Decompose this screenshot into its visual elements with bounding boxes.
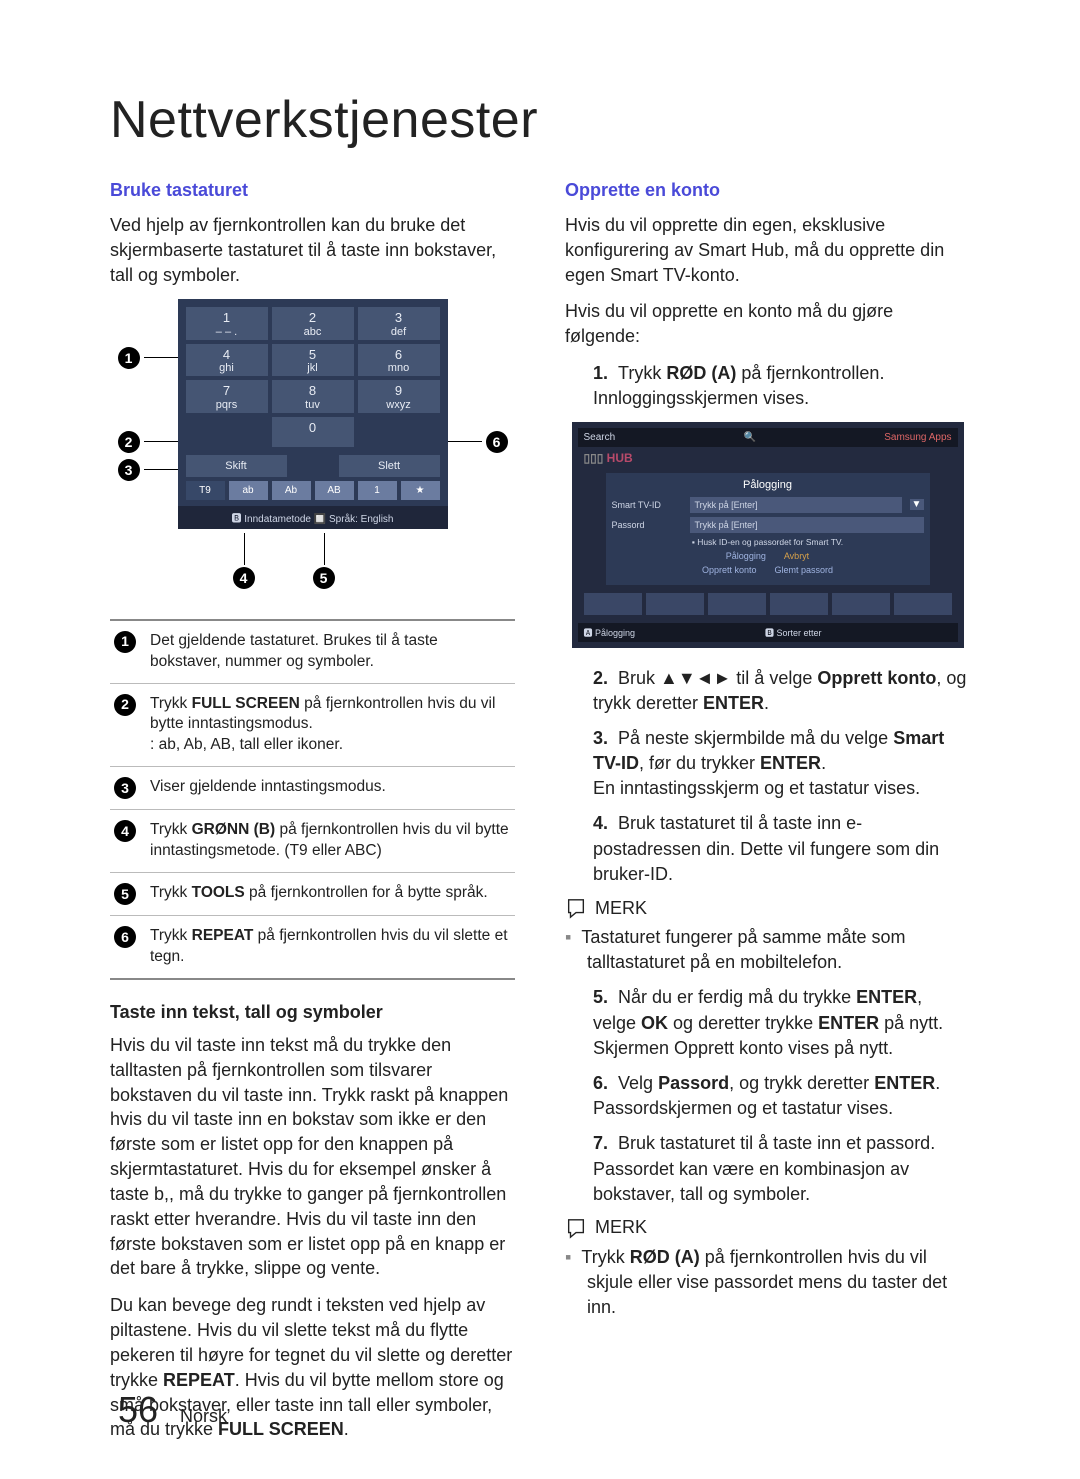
callout-3: 3 [118,459,140,481]
intro2-opprette: Hvis du vil opprette en konto må du gjør… [565,299,970,349]
merk-2: MERK [565,1217,970,1239]
para-taste-inn: Hvis du vil taste inn tekst må du trykke… [110,1033,515,1281]
heading-opprette: Opprette en konto [565,180,970,201]
keypad-grid: 1– – . 2abc 3def 4ghi 5jkl 6mno 7pqrs 8t… [178,299,448,454]
callout-1: 1 [118,347,140,369]
callout-5: 5 [313,567,335,589]
step-2: 2. Bruk ▲▼◄► til å velge Opprett konto, … [593,666,970,716]
slett-button: Slett [339,455,440,477]
note-icon [565,897,587,919]
para-repeat: Du kan bevege deg rundt i teksten ved hj… [110,1293,515,1442]
merk-1: MERK [565,897,970,919]
step-7: 7. Bruk tastaturet til å taste inn et pa… [593,1131,970,1207]
page-language: Norsk [180,1406,227,1427]
heading-bruke-tastaturet: Bruke tastaturet [110,180,515,201]
steps-list-cont: 2. Bruk ▲▼◄► til å velge Opprett konto, … [565,666,970,888]
login-dialog-mock: Search 🔍 Samsung Apps ▯▯▯ HUB Pålogging … [572,422,964,648]
intro-opprette: Hvis du vil opprette din egen, eksklusiv… [565,213,970,287]
callout-2: 2 [118,431,140,453]
page-title: Nettverkstjenester [110,90,970,150]
step-3: 3. På neste skjermbilde må du velge Smar… [593,726,970,802]
note-2: Trykk RØD (A) på fjernkontrollen hvis du… [565,1245,970,1321]
steps-list: 1. Trykk RØD (A) på fjernkontrollen. Inn… [565,361,970,411]
steps-list-cont2: 5. Når du er ferdig må du trykke ENTER, … [565,985,970,1207]
note-icon [565,1217,587,1239]
callout-4: 4 [233,567,255,589]
heading-taste-inn: Taste inn tekst, tall og symboler [110,1002,515,1023]
step-6: 6. Velg Passord, og trykk deretter ENTER… [593,1071,970,1121]
skift-button: Skift [186,455,287,477]
step-1: 1. Trykk RØD (A) på fjernkontrollen. Inn… [593,361,970,411]
step-5: 5. Når du er ferdig må du trykke ENTER, … [593,985,970,1061]
left-column: Bruke tastaturet Ved hjelp av fjernkontr… [110,180,515,1454]
explanation-table: 1Det gjeldende tastaturet. Brukes til å … [110,619,515,980]
right-column: Opprette en konto Hvis du vil opprette d… [565,180,970,1454]
page-number: 56 [118,1389,158,1431]
step-4: 4. Bruk tastaturet til å taste inn e-pos… [593,811,970,887]
note-1: Tastaturet fungerer på samme måte som ta… [565,925,970,975]
keypad-footer: 🅱 Inndatametode 🔲 Språk: English [178,506,448,529]
mode-row: T9 ab Ab AB 1 ★ [178,481,448,506]
callout-6: 6 [486,431,508,453]
keypad-diagram: 1 2 3 6 4 5 1– – . 2abc 3def 4ghi 5jkl 6… [118,299,508,588]
intro-text: Ved hjelp av fjernkontrollen kan du bruk… [110,213,515,287]
